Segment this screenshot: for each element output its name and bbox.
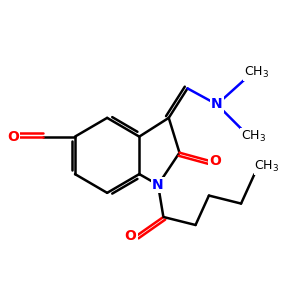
Text: O: O — [209, 154, 221, 168]
Text: CH$_3$: CH$_3$ — [244, 65, 269, 80]
Text: N: N — [211, 98, 223, 112]
Text: CH$_3$: CH$_3$ — [241, 129, 266, 144]
Text: N: N — [152, 178, 164, 192]
Text: O: O — [7, 130, 19, 144]
Text: CH$_3$: CH$_3$ — [254, 159, 280, 174]
Text: O: O — [125, 229, 136, 243]
